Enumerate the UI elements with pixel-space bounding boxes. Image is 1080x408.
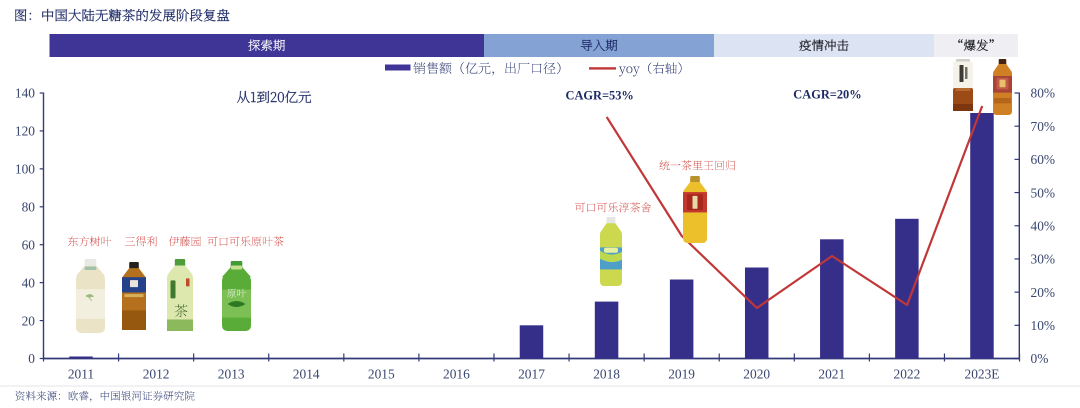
- svg-text:2019: 2019: [668, 367, 695, 382]
- svg-text:CAGR=53%: CAGR=53%: [566, 89, 634, 103]
- svg-text:0%: 0%: [1031, 351, 1049, 366]
- svg-text:80: 80: [22, 200, 36, 215]
- svg-text:2016: 2016: [443, 367, 470, 382]
- svg-text:2020: 2020: [743, 367, 770, 382]
- svg-text:2023E: 2023E: [965, 367, 1000, 382]
- svg-text:2013: 2013: [218, 367, 245, 382]
- svg-text:60%: 60%: [1031, 152, 1056, 167]
- svg-text:30%: 30%: [1031, 252, 1056, 267]
- svg-text:20: 20: [22, 313, 36, 328]
- svg-text:100: 100: [15, 162, 35, 177]
- svg-text:40%: 40%: [1031, 219, 1056, 234]
- svg-text:40: 40: [22, 275, 36, 290]
- svg-text:50%: 50%: [1031, 185, 1056, 200]
- svg-text:2011: 2011: [68, 367, 94, 382]
- svg-text:2015: 2015: [368, 367, 395, 382]
- svg-text:2022: 2022: [894, 367, 921, 382]
- svg-text:2018: 2018: [593, 367, 620, 382]
- svg-text:10%: 10%: [1031, 318, 1056, 333]
- svg-text:60: 60: [22, 237, 36, 252]
- svg-text:2012: 2012: [143, 367, 170, 382]
- svg-text:70%: 70%: [1031, 119, 1056, 134]
- svg-text:0: 0: [28, 351, 35, 366]
- svg-text:2021: 2021: [818, 367, 845, 382]
- svg-text:2014: 2014: [293, 367, 320, 382]
- svg-text:CAGR=20%: CAGR=20%: [793, 88, 861, 102]
- svg-text:20%: 20%: [1031, 285, 1056, 300]
- svg-text:80%: 80%: [1031, 86, 1056, 101]
- svg-text:120: 120: [15, 124, 35, 139]
- svg-text:2017: 2017: [518, 367, 545, 382]
- svg-text:140: 140: [15, 86, 35, 101]
